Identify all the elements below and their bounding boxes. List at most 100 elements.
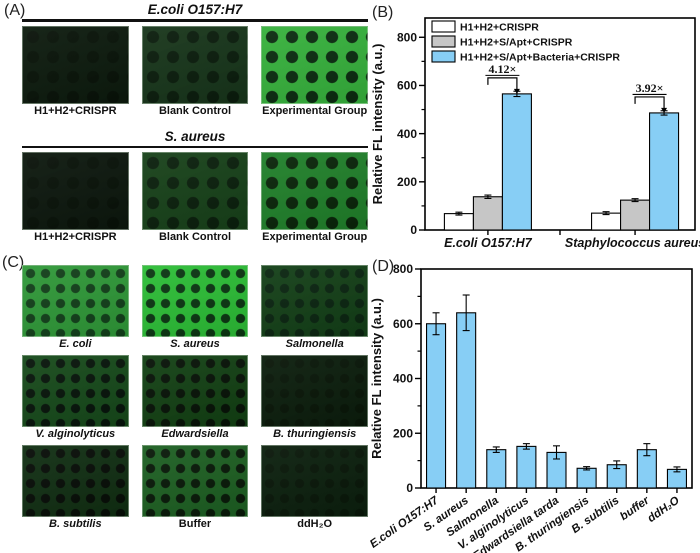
panel-d-chart: 0 200 400 600 800 Relative FL intensity (a.u.…	[368, 256, 700, 553]
fold-change-label: 3.92×	[636, 81, 664, 95]
y-axis: 0 200 400 600 800	[397, 30, 425, 237]
bar	[443, 213, 474, 231]
micrograph-image	[261, 445, 368, 517]
micrograph-cell: Salmonella	[261, 265, 368, 352]
panel-a-section: E.coli O157:H7 H1+H2+CRISPR Blank Control E…	[0, 0, 369, 119]
x-axis: E.coli O157:H7 Staphylococcus aureus	[444, 230, 700, 250]
svg-text:0: 0	[406, 481, 413, 495]
bar	[516, 445, 537, 489]
svg-text:800: 800	[397, 30, 417, 44]
svg-text:800: 800	[393, 262, 413, 276]
micrograph-image	[261, 355, 368, 427]
svg-text:600: 600	[393, 317, 413, 331]
micrograph-label: Blank Control	[158, 231, 232, 243]
micrograph-cell: H1+H2+CRISPR	[22, 25, 129, 119]
panel-a-label: (A)	[4, 2, 26, 19]
section-title: E.coli O157:H7	[147, 2, 243, 17]
legend-swatch	[431, 35, 456, 48]
y-axis-title: Relative FL intensity (a.u.)	[370, 44, 385, 205]
panel-a: E.coli O157:H7 H1+H2+CRISPR Blank Control E…	[0, 0, 369, 246]
panel-b-label: (B)	[372, 4, 394, 21]
micrograph-image	[261, 152, 369, 230]
panel-c-label: (C)	[2, 254, 25, 271]
panel-b-chart: 0 200 400 600 800 Relative FL intensity (a.u.…	[368, 0, 700, 256]
svg-text:400: 400	[397, 127, 417, 141]
micrograph-label: V. alginolyticus	[35, 428, 116, 440]
micrograph-label: Buffer	[178, 518, 212, 530]
section-title: S. aureus	[164, 128, 226, 144]
micrograph-image	[141, 445, 249, 517]
micrograph-label: S. aureus	[170, 338, 220, 350]
svg-text:400: 400	[393, 372, 413, 386]
micrograph-cell: Experimental Group	[261, 152, 369, 245]
micrograph-cell: S. aureus	[141, 265, 249, 352]
micrograph-cell: ddH₂O	[261, 445, 368, 532]
left-column: E.coli O157:H7 H1+H2+CRISPR Blank Control E…	[0, 0, 369, 532]
bar	[501, 93, 532, 231]
y-axis-title: Relative FL intensity (a.u.)	[369, 298, 384, 459]
micrograph-image	[141, 265, 249, 337]
legend-swatch	[431, 20, 456, 33]
svg-text:200: 200	[397, 175, 417, 189]
bars	[443, 90, 680, 231]
bar	[486, 449, 507, 489]
micrograph-image	[261, 25, 369, 104]
legend-swatch	[431, 50, 456, 63]
micrograph-cell: Blank Control	[141, 25, 249, 119]
micrograph-label: Edwardsiella	[161, 428, 229, 440]
micrograph-image	[22, 445, 129, 517]
micrograph-label: Salmonella	[285, 338, 344, 350]
micrograph-cell: B. subtilis	[22, 445, 129, 532]
x-category-label: E.coli O157:H7	[444, 236, 533, 250]
micrograph-label: Blank Control	[158, 104, 232, 117]
panel-a-section: S. aureus H1+H2+CRISPR Blank Control Experi…	[0, 127, 369, 246]
bar	[620, 199, 651, 231]
svg-text:600: 600	[397, 79, 417, 93]
micrograph-image	[22, 265, 129, 337]
legend-label: H1+H2+CRISPR	[460, 22, 539, 34]
panel-c: E. coli S. aureus Salmonella V. alginolytic…	[22, 265, 368, 532]
micrograph-label: H1+H2+CRISPR	[34, 104, 117, 117]
bars	[426, 294, 687, 489]
micrograph-cell: E. coli	[22, 265, 129, 352]
micrograph-cell: B. thuringiensis	[261, 355, 368, 442]
micrograph-image	[141, 152, 249, 230]
bar-chart: 0 200 400 600 800 Relative FL intensity (a.u.…	[368, 262, 693, 553]
fold-change-label: 4.12×	[488, 62, 516, 76]
micrograph-image	[22, 152, 129, 230]
micrograph-label: B. subtilis	[49, 518, 102, 530]
panel-d-label: (D)	[372, 258, 395, 275]
micrograph-image	[22, 355, 129, 427]
annotations: 4.12× 3.92×	[485, 62, 668, 113]
micrograph-cell: Buffer	[141, 445, 249, 532]
micrograph-image	[141, 25, 249, 104]
title-underline	[22, 19, 368, 22]
micrograph-row: H1+H2+CRISPR Blank Control Experimental Gr…	[22, 152, 369, 245]
micrograph-image	[22, 25, 129, 104]
micrograph-cell: Edwardsiella	[141, 355, 249, 442]
y-axis: 0 200 400 600 800	[393, 262, 421, 495]
micrograph-image	[141, 355, 249, 427]
bar	[576, 467, 597, 489]
micrograph-cell: H1+H2+CRISPR	[22, 152, 129, 245]
x-category-label: Staphylococcus aureus	[565, 236, 700, 250]
bar	[426, 323, 447, 489]
micrograph-row: H1+H2+CRISPR Blank Control Experimental Gr…	[22, 25, 369, 119]
micrograph-label: H1+H2+CRISPR	[34, 231, 117, 243]
micrograph-label: ddH₂O	[297, 518, 333, 530]
bar	[649, 112, 680, 231]
x-category-label: ddH₂O	[646, 495, 682, 525]
micrograph-cell: V. alginolyticus	[22, 355, 129, 442]
grouped-bar-chart: 0 200 400 600 800 Relative FL intensity (a.u.…	[370, 17, 700, 250]
bar	[591, 212, 622, 231]
micrograph-label: Experimental Group	[262, 231, 368, 243]
micrograph-cell: Experimental Group	[261, 25, 369, 119]
svg-text:200: 200	[393, 426, 413, 440]
bar	[456, 312, 477, 489]
bar	[472, 196, 503, 231]
legend-label: H1+H2+S/Apt+CRISPR	[460, 37, 573, 49]
title-underline	[22, 145, 368, 148]
micrograph-cell: Blank Control	[141, 152, 249, 245]
